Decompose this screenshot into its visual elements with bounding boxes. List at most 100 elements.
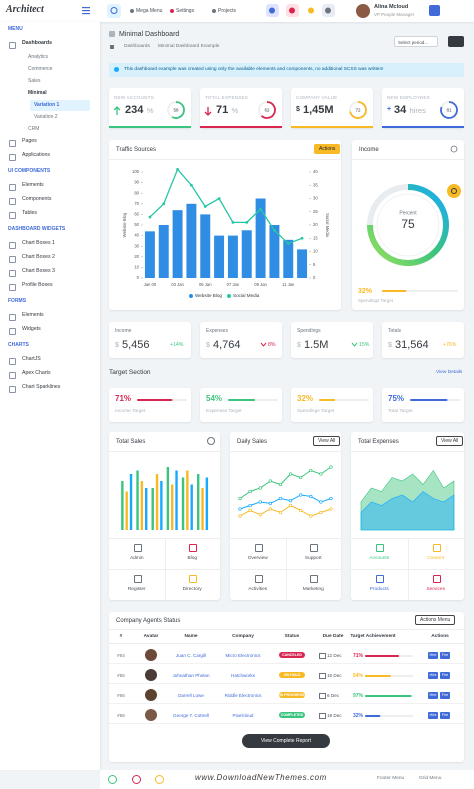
menu-item[interactable]: Dashboards bbox=[22, 40, 52, 46]
gear-icon bbox=[451, 188, 457, 194]
footer-link[interactable]: Footer Menu bbox=[377, 776, 405, 781]
due-date: 6 Dec bbox=[327, 693, 340, 698]
tile-label[interactable]: Content bbox=[427, 556, 445, 561]
chart: 62 bbox=[200, 101, 282, 128]
card-title: Traffic Sources bbox=[116, 147, 157, 153]
action-button[interactable]: Hire bbox=[428, 672, 438, 679]
legend-label: Website Blog bbox=[195, 293, 222, 298]
period-select[interactable]: Select period... bbox=[394, 36, 438, 47]
chart bbox=[365, 695, 413, 697]
tile-label[interactable]: Marketing bbox=[302, 587, 324, 592]
footer-link[interactable]: Grid Menu bbox=[419, 776, 442, 781]
menu-item[interactable]: Variation 2 bbox=[34, 114, 58, 120]
view-all-button[interactable]: View All bbox=[313, 436, 341, 446]
menu-item[interactable]: Widgets bbox=[22, 326, 41, 332]
y-tick-label: 40 bbox=[134, 233, 139, 238]
top-menu-item[interactable]: Settings bbox=[176, 8, 195, 14]
action-button[interactable]: Fire bbox=[440, 672, 450, 679]
tile-label[interactable]: Overview bbox=[247, 556, 268, 561]
summary-card: Spendings $1.5M 15% bbox=[291, 322, 373, 358]
summary-change: +76% bbox=[443, 342, 457, 348]
stat-card: TOTAL EXPENSES 62 71% bbox=[200, 88, 282, 128]
view-all-button[interactable]: View All bbox=[436, 436, 464, 446]
menu-item[interactable]: Chart Boxes 2 bbox=[22, 254, 55, 260]
sidebar-heading: DASHBOARD WIDGETS bbox=[8, 226, 66, 232]
table-cell: Darrell Lowe bbox=[178, 693, 204, 698]
target-name: Expenses Target bbox=[206, 409, 242, 414]
tile-label[interactable]: Admin bbox=[129, 556, 144, 561]
table-cell: #56 bbox=[117, 713, 125, 718]
action-button[interactable]: Fire bbox=[440, 692, 450, 699]
line-point bbox=[299, 475, 303, 480]
gauge-inner bbox=[376, 193, 440, 257]
menu-item[interactable]: Profile Boxes bbox=[22, 282, 53, 288]
report-button[interactable]: View Complete Report bbox=[242, 734, 330, 748]
action-button[interactable]: Fire bbox=[440, 712, 450, 719]
action-button[interactable]: Hire bbox=[428, 652, 438, 659]
tile-label[interactable]: Register bbox=[127, 587, 146, 592]
line-point bbox=[245, 220, 249, 224]
progress-bar bbox=[319, 399, 335, 401]
tile-label[interactable]: Accounts bbox=[369, 556, 390, 561]
menu-item[interactable]: Sales bbox=[28, 78, 41, 84]
line-point bbox=[288, 472, 293, 476]
stat-value: 71 bbox=[216, 104, 229, 116]
tile-divider bbox=[407, 538, 409, 600]
line-point bbox=[268, 501, 272, 506]
column-header: Due Date bbox=[322, 634, 344, 639]
avatar bbox=[145, 689, 157, 701]
menu-icon bbox=[9, 242, 16, 249]
menu-item[interactable]: Tables bbox=[22, 210, 37, 216]
menu-item[interactable]: CRM bbox=[28, 126, 40, 132]
line-point bbox=[248, 503, 252, 508]
tile-label[interactable]: Directory bbox=[182, 587, 202, 592]
progress-bar bbox=[365, 715, 381, 717]
target-card: 54% Expenses Target bbox=[200, 388, 282, 422]
menu-item[interactable]: Chart Boxes 3 bbox=[22, 268, 55, 274]
menu-item[interactable]: Elements bbox=[22, 312, 44, 318]
breadcrumb-item[interactable]: Dashboards bbox=[124, 44, 150, 49]
menu-item[interactable]: Chart Boxes 1 bbox=[22, 240, 55, 246]
menu-item[interactable]: Applications bbox=[22, 152, 50, 158]
chart: 0 10 20 30 40 50 60 70 80 90 100 0 5 10 15 20 25 30 35 40 We… bbox=[122, 167, 330, 298]
tile-label[interactable]: Support bbox=[304, 556, 322, 561]
bar bbox=[205, 477, 209, 530]
menu-item[interactable]: Elements bbox=[22, 182, 44, 188]
menu-item[interactable]: Commerce bbox=[28, 66, 53, 72]
tile-icon bbox=[254, 544, 263, 552]
line-point bbox=[203, 205, 207, 208]
menu-item[interactable]: Minimal bbox=[28, 90, 47, 96]
menu-item[interactable]: Apex Charts bbox=[22, 370, 51, 376]
line-point bbox=[268, 479, 272, 483]
tile-label[interactable]: Products bbox=[369, 587, 389, 592]
progress-ring bbox=[349, 101, 367, 119]
summary-change: 8% bbox=[268, 342, 276, 348]
target-name: Total Target bbox=[388, 409, 413, 414]
menu-item[interactable]: Chart Sparklines bbox=[22, 384, 61, 390]
actions-menu-button[interactable]: Actions Menu bbox=[415, 615, 456, 625]
action-button[interactable]: Hire bbox=[428, 712, 438, 719]
action-button[interactable]: Hire bbox=[428, 692, 438, 699]
menu-icon bbox=[9, 270, 16, 277]
top-menu-item[interactable]: Projects bbox=[218, 8, 237, 14]
tile-label[interactable]: Services bbox=[426, 587, 445, 592]
widget-card: Total Sales Admin Blog Register Directory bbox=[109, 432, 220, 600]
actions-button[interactable]: Actions bbox=[314, 144, 341, 154]
table-cell: Micro Electronics bbox=[225, 653, 261, 658]
dark-button[interactable] bbox=[448, 36, 464, 47]
bar bbox=[125, 491, 128, 530]
line-point bbox=[319, 510, 323, 515]
section-link[interactable]: View Details bbox=[436, 370, 463, 375]
line-point bbox=[299, 493, 303, 497]
action-button[interactable]: Fire bbox=[440, 652, 450, 659]
tile-label[interactable]: Blog bbox=[187, 556, 198, 561]
menu-item[interactable]: Analytics bbox=[28, 54, 49, 60]
menu-item[interactable]: Pages bbox=[22, 138, 37, 144]
menu-item[interactable]: Components bbox=[22, 196, 52, 202]
tile-label[interactable]: Activities bbox=[248, 587, 268, 592]
top-menu-item[interactable]: Mega Menu bbox=[136, 8, 163, 14]
menu-item[interactable]: ChartJS bbox=[22, 356, 41, 362]
column-header: # bbox=[119, 634, 123, 639]
breadcrumb-item[interactable]: Minimal Dashboard Example bbox=[158, 44, 220, 49]
menu-item[interactable]: Variation 1 bbox=[34, 102, 60, 108]
